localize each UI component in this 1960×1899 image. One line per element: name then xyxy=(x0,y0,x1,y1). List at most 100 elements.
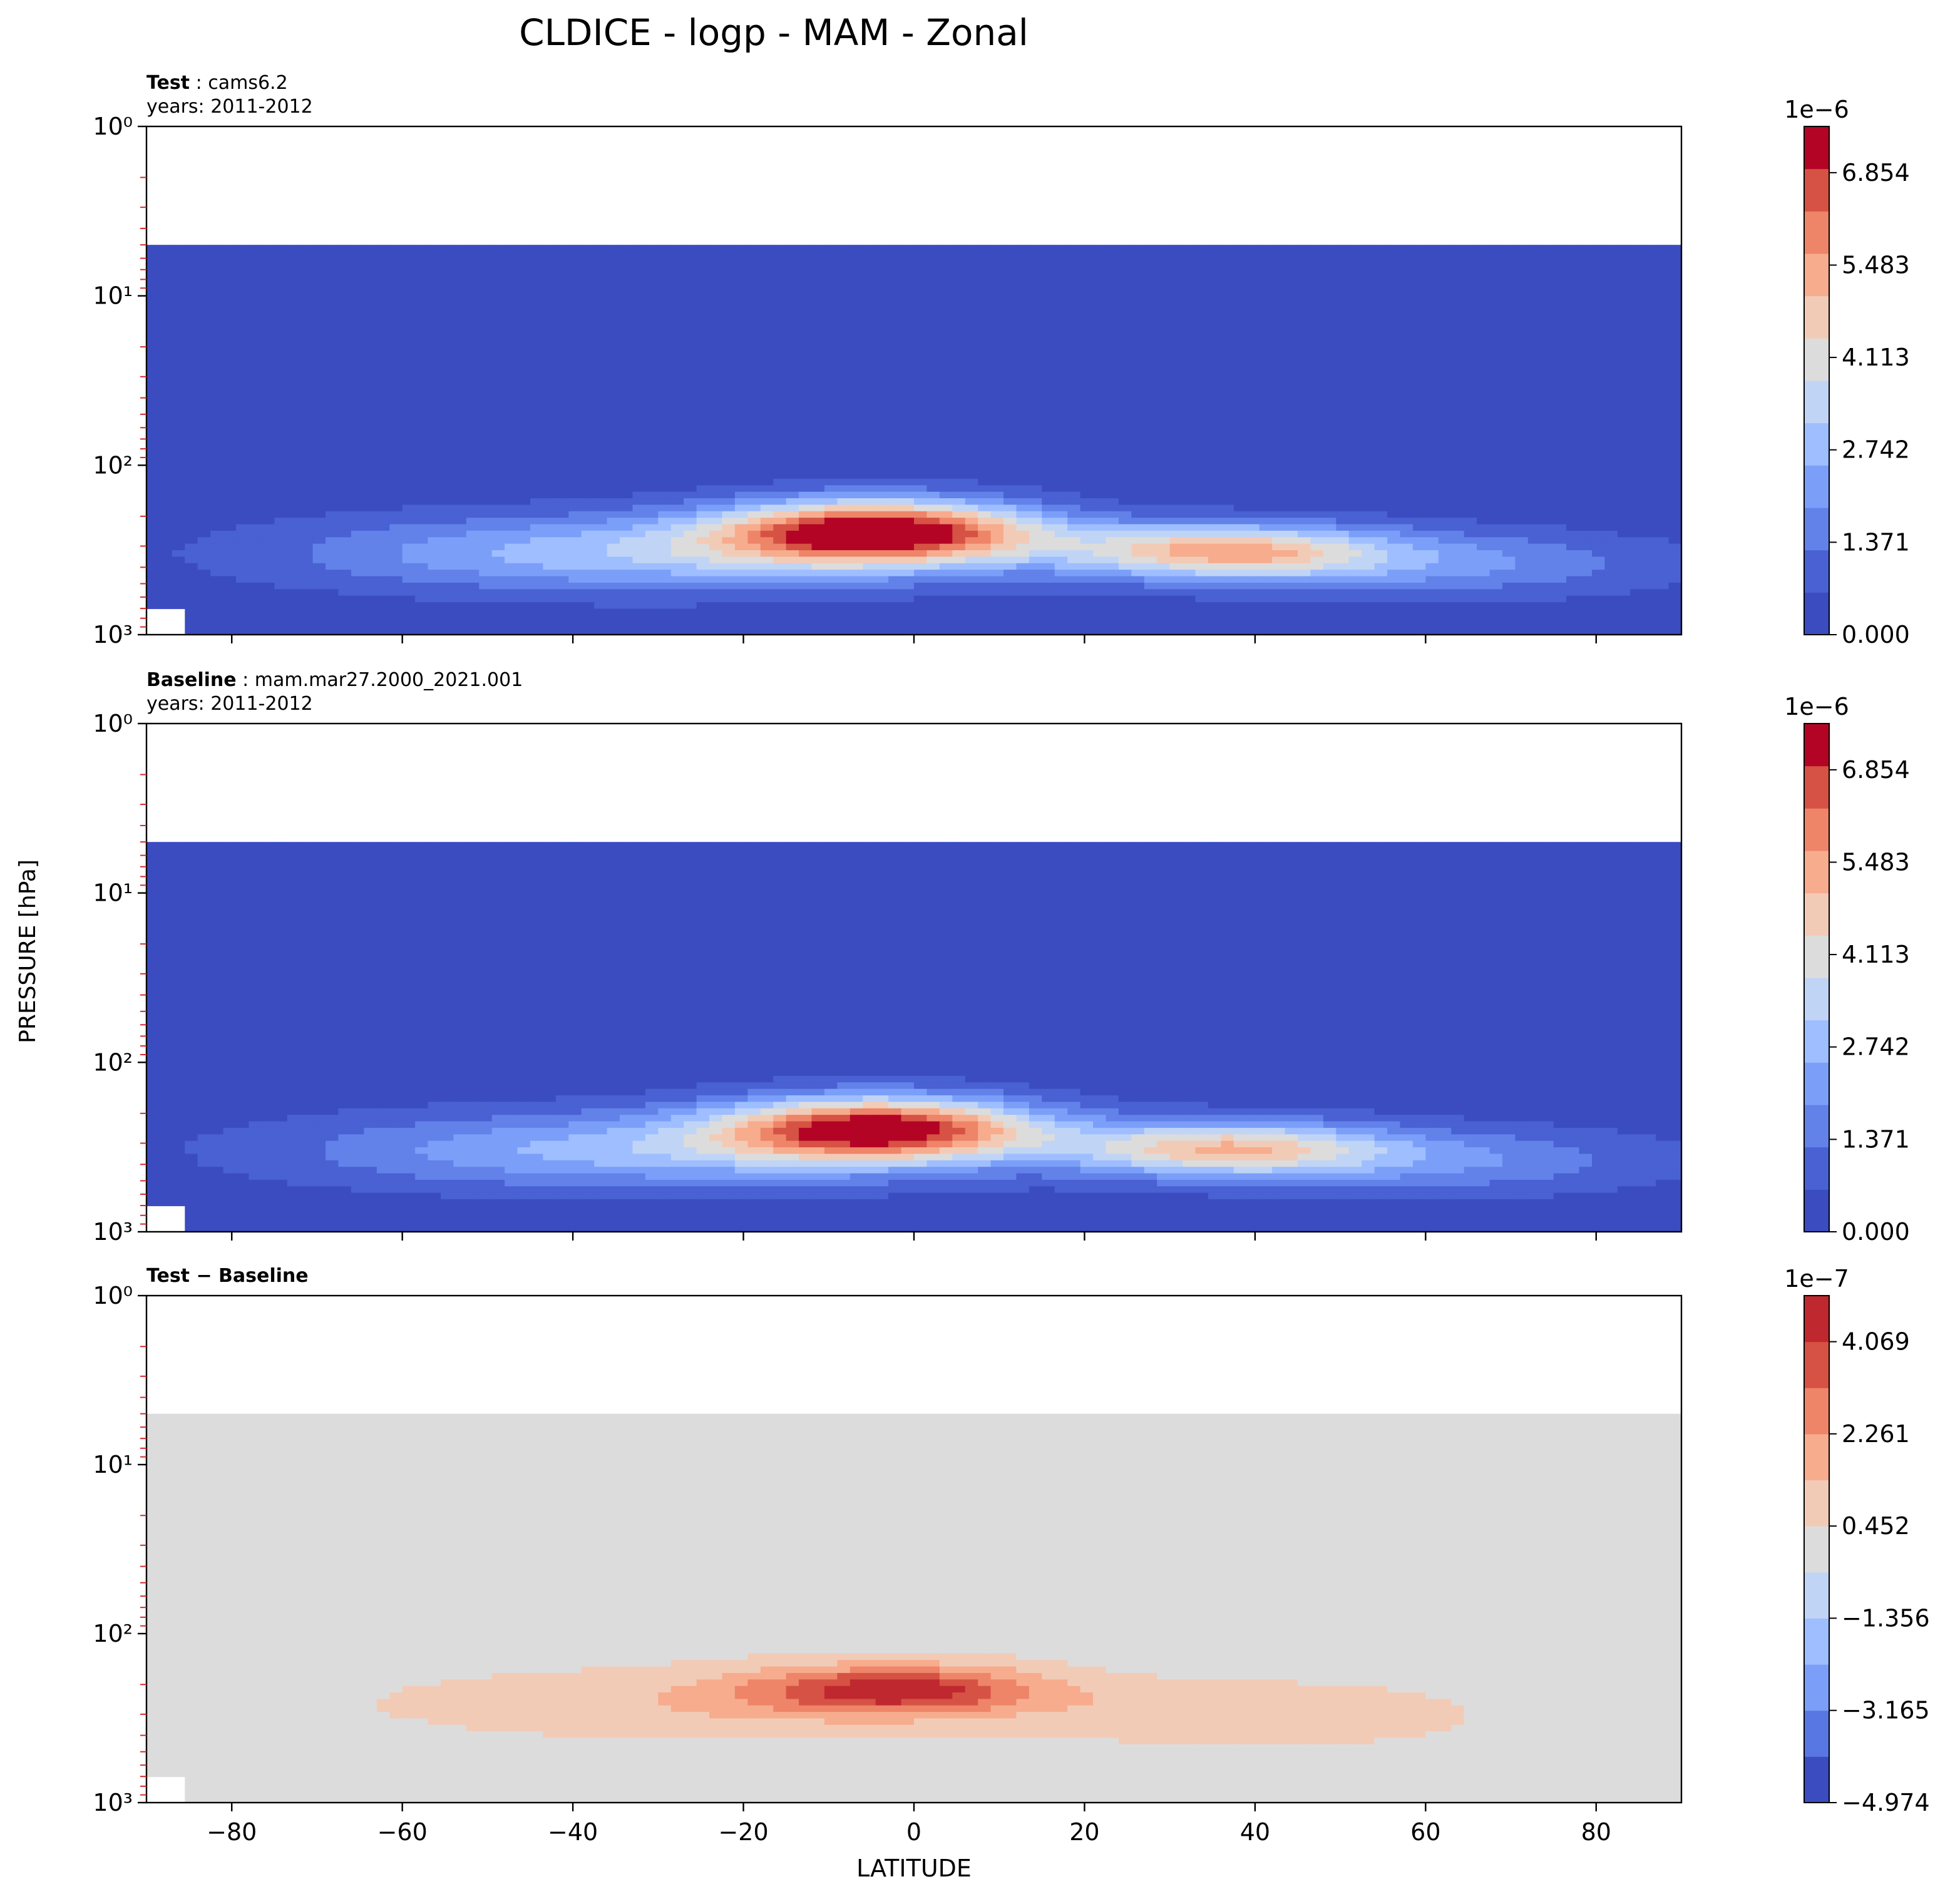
contour-cell xyxy=(1029,257,1042,265)
contour-cell xyxy=(1221,322,1234,330)
contour-cell xyxy=(1118,478,1132,486)
contour-cell xyxy=(849,381,863,389)
contour-cell xyxy=(555,355,569,362)
contour-cell xyxy=(1502,374,1516,382)
contour-cell xyxy=(799,329,813,337)
contour-cell xyxy=(491,349,505,356)
contour-cell xyxy=(875,414,889,421)
contour-cell xyxy=(1617,257,1631,265)
contour-cell xyxy=(990,491,1004,499)
contour-cell xyxy=(632,309,646,317)
contour-cell xyxy=(1259,414,1273,421)
contour-cell xyxy=(1259,472,1273,479)
contour-cell xyxy=(709,498,723,505)
contour-cell xyxy=(1093,349,1107,356)
contour-cell xyxy=(376,466,390,473)
contour-cell xyxy=(760,335,774,343)
contour-cell xyxy=(1425,316,1439,324)
contour-cell xyxy=(1272,466,1286,473)
contour-cell xyxy=(773,387,787,395)
contour-cell xyxy=(824,374,838,382)
contour-cell xyxy=(1259,433,1273,441)
contour-cell xyxy=(1310,498,1324,505)
contour-cell xyxy=(773,433,787,441)
contour-cell xyxy=(1285,466,1298,473)
contour-cell xyxy=(1656,472,1670,479)
contour-cell xyxy=(223,355,237,362)
contour-cell xyxy=(849,342,863,349)
contour-cell xyxy=(875,446,889,453)
contour-cell xyxy=(440,394,454,401)
contour-cell xyxy=(926,284,940,291)
contour-cell xyxy=(952,270,966,278)
contour-cell xyxy=(849,335,863,343)
contour-cell xyxy=(709,355,723,362)
contour-cell xyxy=(364,401,377,408)
contour-cell xyxy=(926,349,940,356)
contour-cell xyxy=(249,426,262,434)
contour-cell xyxy=(1310,349,1324,356)
contour-cell xyxy=(1054,485,1068,493)
contour-cell xyxy=(849,322,863,330)
contour-cell xyxy=(428,381,441,389)
contour-cell xyxy=(1029,316,1042,324)
contour-cell xyxy=(1527,387,1541,395)
contour-cell xyxy=(351,426,364,434)
contour-cell xyxy=(811,504,825,512)
contour-cell xyxy=(1233,446,1247,453)
contour-cell xyxy=(517,362,531,369)
contour-cell xyxy=(517,329,531,337)
contour-cell xyxy=(543,322,557,330)
contour-cell xyxy=(811,472,825,479)
contour-cell xyxy=(351,251,364,258)
contour-cell xyxy=(1298,485,1311,493)
contour-cell xyxy=(1042,309,1055,317)
contour-cell xyxy=(734,453,748,460)
contour-cell xyxy=(1617,446,1631,453)
contour-cell xyxy=(1246,303,1260,310)
contour-cell xyxy=(1144,453,1157,460)
contour-cell xyxy=(1591,466,1605,473)
contour-cell xyxy=(632,446,646,453)
contour-cell xyxy=(1604,368,1618,376)
contour-cell xyxy=(261,245,275,252)
contour-cell xyxy=(939,335,953,343)
contour-cell xyxy=(466,472,480,479)
contour-cell xyxy=(811,446,825,453)
contour-cell xyxy=(709,374,723,382)
contour-cell xyxy=(159,284,173,291)
contour-cell xyxy=(1515,349,1529,356)
contour-cell xyxy=(338,459,352,466)
contour-cell xyxy=(1489,270,1503,278)
contour-cell xyxy=(1336,264,1350,272)
contour-cell xyxy=(453,511,467,518)
contour-cell xyxy=(926,322,940,330)
contour-cell xyxy=(670,257,684,265)
contour-cell xyxy=(236,342,250,349)
contour-cell xyxy=(1285,245,1298,252)
contour-cell xyxy=(1515,504,1529,512)
contour-cell xyxy=(607,394,620,401)
contour-cell xyxy=(415,472,429,479)
contour-cell xyxy=(1029,394,1042,401)
contour-cell xyxy=(837,407,851,414)
contour-cell xyxy=(197,362,211,369)
contour-cell xyxy=(952,368,966,376)
contour-cell xyxy=(364,439,377,447)
contour-cell xyxy=(326,290,339,297)
contour-cell xyxy=(1067,355,1081,362)
contour-cell xyxy=(159,459,173,466)
contour-cell xyxy=(1080,284,1094,291)
contour-cell xyxy=(1374,387,1388,395)
contour-cell xyxy=(1579,472,1593,479)
contour-cell xyxy=(197,368,211,376)
contour-cell xyxy=(1527,342,1541,349)
contour-cell xyxy=(1003,335,1017,343)
contour-cell xyxy=(1553,394,1567,401)
contour-cell xyxy=(1195,387,1209,395)
contour-cell xyxy=(1400,335,1414,343)
contour-cell xyxy=(875,349,889,356)
contour-cell xyxy=(926,472,940,479)
contour-cell xyxy=(786,309,799,317)
contour-cell xyxy=(1195,439,1209,447)
